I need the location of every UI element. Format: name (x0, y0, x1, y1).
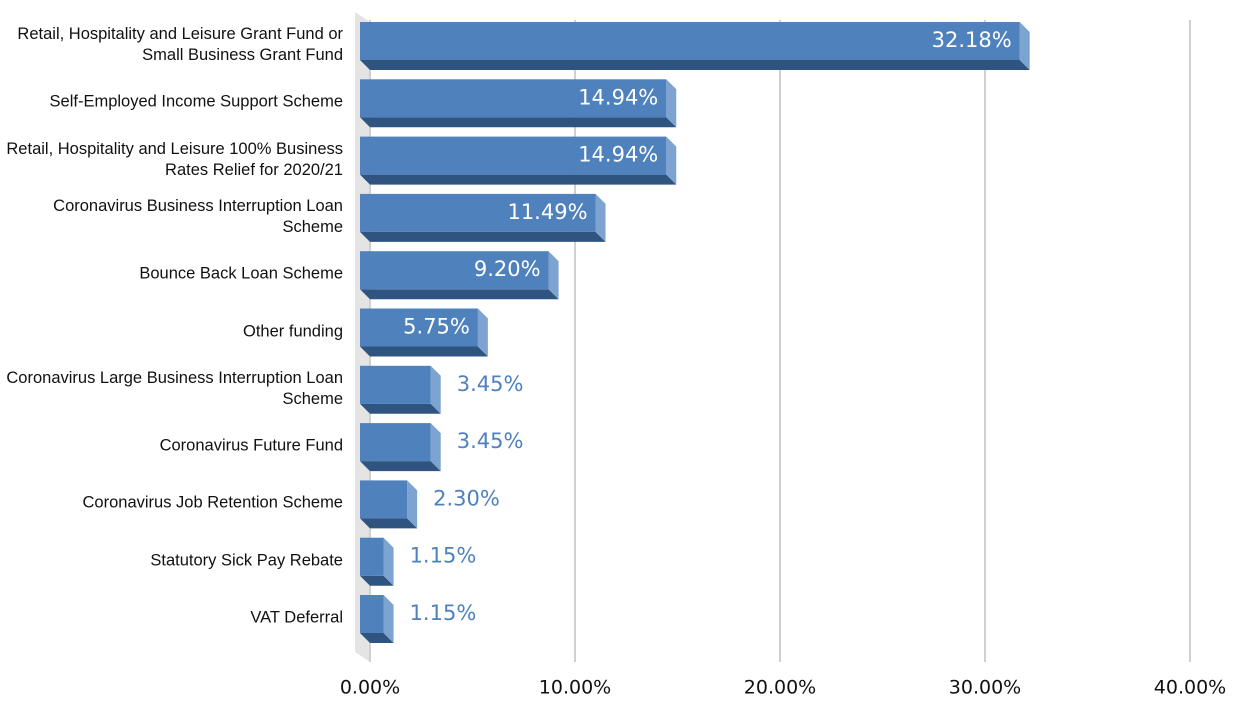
category-label: Retail, Hospitality and Leisure 100% Bus… (6, 139, 343, 179)
category-label: VAT Deferral (250, 608, 343, 627)
category-label: Other funding (243, 322, 343, 340)
bar (360, 595, 384, 633)
bar (360, 423, 431, 462)
category-label: Bounce Back Loan Scheme (139, 264, 343, 283)
bar-bottom (360, 403, 441, 414)
bar-bottom (360, 117, 677, 128)
bar-bottom (360, 289, 559, 300)
bar-side (666, 79, 677, 128)
value-label: 5.75% (403, 315, 470, 339)
x-tick-label: 40.00% (1154, 677, 1226, 699)
bar (360, 193, 596, 232)
category-label: Coronavirus Large Business Interruption … (6, 368, 343, 408)
category-label: Statutory Sick Pay Rebate (150, 551, 343, 570)
bar-side (430, 365, 441, 414)
bar (360, 136, 667, 175)
bar (360, 79, 667, 118)
bar-side (595, 193, 606, 242)
value-label: 2.30% (433, 486, 500, 510)
bar-bottom (360, 461, 441, 472)
bar-side (548, 251, 559, 300)
category-label: Coronavirus Job Retention Scheme (82, 493, 343, 512)
bar (360, 251, 549, 290)
bar-bottom (360, 633, 394, 643)
bar (360, 308, 478, 347)
bar-bottom (360, 518, 418, 529)
category-label: Self-Employed Income Support Scheme (49, 92, 343, 111)
value-label: 11.49% (507, 200, 587, 224)
bar-side (407, 480, 418, 529)
category-label: Coronavirus Business Interruption Loan S… (53, 196, 343, 236)
x-tick-label: 0.00% (340, 677, 400, 699)
bar-bottom (360, 174, 677, 185)
bar-side (666, 136, 677, 185)
bar-side (477, 308, 488, 357)
bar-side (383, 537, 394, 586)
bar (360, 365, 431, 404)
bar-side (430, 423, 441, 472)
value-label: 14.94% (578, 143, 658, 167)
bar-bottom (360, 60, 1030, 70)
x-tick-label: 30.00% (949, 677, 1021, 699)
value-label: 1.15% (410, 601, 477, 625)
bar (360, 22, 1020, 60)
value-label: 3.45% (457, 429, 524, 453)
value-label: 1.15% (410, 544, 477, 568)
category-label: Retail, Hospitality and Leisure Grant Fu… (17, 25, 343, 64)
category-label: Coronavirus Future Fund (159, 436, 343, 455)
x-tick-label: 10.00% (539, 677, 611, 699)
bar-side (383, 595, 394, 643)
x-tick-label: 20.00% (744, 677, 816, 699)
value-label: 9.20% (474, 257, 541, 281)
bar (360, 480, 408, 519)
value-label: 14.94% (578, 85, 658, 109)
value-label: 32.18% (932, 28, 1012, 52)
bar-bottom (360, 575, 394, 586)
bar-bottom (360, 231, 606, 242)
value-label: 3.45% (457, 372, 524, 396)
bar-bottom (360, 346, 488, 357)
bar-side (1019, 22, 1030, 70)
bar (360, 537, 384, 576)
